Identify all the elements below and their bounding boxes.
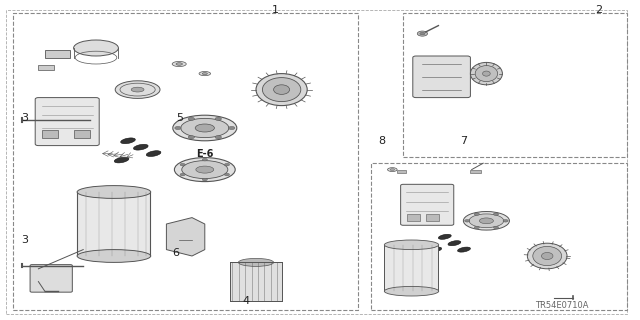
Bar <box>426 214 439 221</box>
Circle shape <box>420 32 425 35</box>
Ellipse shape <box>239 275 274 288</box>
Ellipse shape <box>115 81 160 99</box>
Ellipse shape <box>172 61 186 67</box>
Ellipse shape <box>463 212 509 230</box>
Ellipse shape <box>438 234 451 239</box>
Ellipse shape <box>274 85 290 94</box>
Text: 6: 6 <box>173 248 179 258</box>
FancyBboxPatch shape <box>401 184 454 225</box>
Circle shape <box>202 158 207 161</box>
Ellipse shape <box>262 78 301 102</box>
Text: E-6: E-6 <box>196 148 214 159</box>
Ellipse shape <box>256 74 307 106</box>
Text: 1: 1 <box>272 4 278 15</box>
Bar <box>397 170 406 173</box>
Circle shape <box>465 220 470 222</box>
Text: 3: 3 <box>21 113 28 124</box>
Ellipse shape <box>199 72 211 76</box>
Circle shape <box>474 213 479 215</box>
Bar <box>407 214 420 221</box>
Circle shape <box>417 31 428 36</box>
FancyBboxPatch shape <box>35 98 99 146</box>
Bar <box>45 50 70 58</box>
Ellipse shape <box>202 73 207 75</box>
Ellipse shape <box>173 115 237 141</box>
Circle shape <box>175 126 181 130</box>
Circle shape <box>215 117 221 120</box>
Circle shape <box>474 226 479 229</box>
Ellipse shape <box>196 166 214 173</box>
Circle shape <box>503 220 508 222</box>
Text: TR54E0710A: TR54E0710A <box>535 301 589 310</box>
Ellipse shape <box>384 286 439 296</box>
Bar <box>77 192 150 256</box>
Polygon shape <box>166 218 205 256</box>
Circle shape <box>493 213 499 215</box>
Ellipse shape <box>147 151 161 156</box>
Ellipse shape <box>239 259 274 266</box>
Text: 3: 3 <box>21 235 28 245</box>
Ellipse shape <box>115 157 129 163</box>
Ellipse shape <box>390 169 394 171</box>
Circle shape <box>180 163 185 166</box>
FancyBboxPatch shape <box>30 265 72 292</box>
Text: 4: 4 <box>243 296 250 306</box>
Text: 8: 8 <box>378 136 386 146</box>
Ellipse shape <box>483 71 490 76</box>
Ellipse shape <box>448 241 461 246</box>
Circle shape <box>225 163 230 166</box>
Ellipse shape <box>182 161 228 179</box>
Ellipse shape <box>470 62 502 85</box>
Bar <box>38 65 54 70</box>
Ellipse shape <box>180 118 229 138</box>
Ellipse shape <box>458 247 470 252</box>
Ellipse shape <box>479 218 493 224</box>
Ellipse shape <box>74 40 118 56</box>
Circle shape <box>228 126 235 130</box>
Bar <box>470 170 481 173</box>
Ellipse shape <box>388 168 397 172</box>
Ellipse shape <box>475 66 498 82</box>
Circle shape <box>225 173 230 176</box>
Ellipse shape <box>541 252 553 260</box>
Circle shape <box>215 136 221 139</box>
Ellipse shape <box>174 158 236 182</box>
Text: 2: 2 <box>595 4 602 15</box>
Text: 5: 5 <box>176 113 182 124</box>
Ellipse shape <box>77 186 151 198</box>
FancyBboxPatch shape <box>413 56 470 98</box>
Bar <box>74 130 90 138</box>
Bar <box>230 262 282 301</box>
Ellipse shape <box>384 240 439 250</box>
Bar <box>384 245 438 291</box>
Circle shape <box>493 226 499 229</box>
Circle shape <box>202 178 207 181</box>
Ellipse shape <box>77 250 151 262</box>
Circle shape <box>188 117 195 120</box>
Ellipse shape <box>527 243 567 269</box>
Circle shape <box>188 136 195 139</box>
Ellipse shape <box>121 138 135 144</box>
Bar <box>42 130 58 138</box>
Circle shape <box>180 173 185 176</box>
Ellipse shape <box>134 144 148 150</box>
Ellipse shape <box>429 247 442 252</box>
Ellipse shape <box>195 124 214 132</box>
Ellipse shape <box>533 246 562 266</box>
Ellipse shape <box>131 87 144 92</box>
Ellipse shape <box>469 214 504 228</box>
Ellipse shape <box>176 63 182 65</box>
Text: 7: 7 <box>460 136 468 146</box>
